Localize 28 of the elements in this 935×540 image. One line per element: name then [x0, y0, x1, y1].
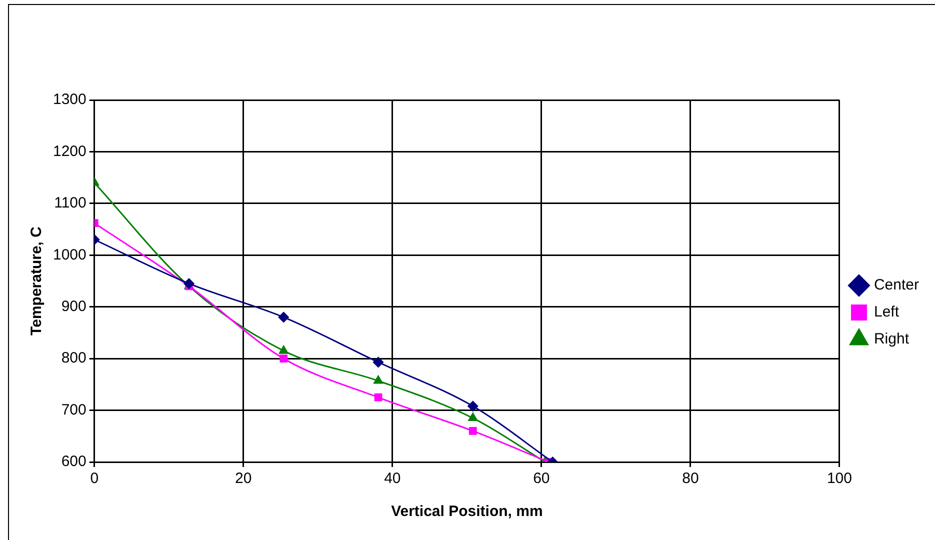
y-tick-label: 800: [61, 350, 86, 367]
point: [468, 412, 478, 422]
y-tick-label: 700: [61, 401, 86, 418]
x-tick-label: 80: [682, 470, 699, 488]
y-tick-label: 1300: [52, 91, 86, 108]
y-tick-label: 600: [61, 453, 86, 470]
x-tick-label: 100: [826, 470, 852, 488]
point: [468, 400, 478, 412]
y-tick-label: 1100: [54, 194, 86, 212]
x-tick-label: 40: [384, 470, 401, 488]
legend-label: Center: [874, 276, 920, 294]
y-tick-label: 1000: [52, 246, 86, 264]
legend-label: Left: [874, 304, 900, 321]
x-tick-label: 20: [235, 470, 252, 488]
legend-label: Right: [874, 330, 910, 348]
x-tick-label: 60: [533, 470, 550, 488]
point: [374, 376, 383, 384]
point: [278, 346, 288, 354]
y-tick-label: 900: [61, 298, 86, 315]
x-tick-label: 0: [90, 470, 99, 488]
point: [373, 356, 384, 368]
point: [278, 312, 289, 322]
point: [468, 427, 477, 435]
y-axis-title: Temperature, C: [28, 226, 46, 336]
point: [280, 354, 288, 363]
x-axis-title: Vertical Position, mm: [391, 503, 543, 520]
y-tick-label: 1200: [52, 142, 86, 160]
point: [374, 393, 382, 402]
